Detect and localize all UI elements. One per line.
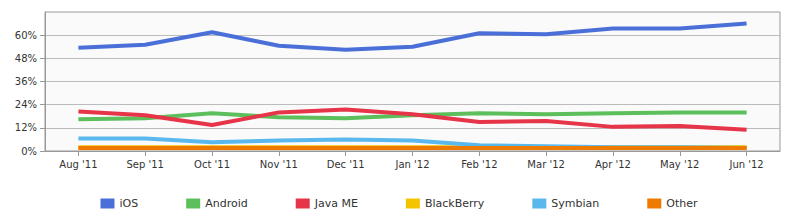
svg-text:0%: 0% [21, 146, 37, 157]
svg-text:Apr '12: Apr '12 [595, 159, 631, 170]
svg-text:24%: 24% [15, 99, 37, 110]
svg-text:iOS: iOS [119, 197, 138, 210]
svg-text:Dec '11: Dec '11 [327, 159, 365, 170]
svg-text:Aug '11: Aug '11 [59, 159, 97, 170]
svg-text:BlackBerry: BlackBerry [425, 197, 485, 210]
svg-text:12%: 12% [15, 122, 37, 133]
svg-text:Jan '12: Jan '12 [394, 159, 429, 170]
svg-text:Mar '12: Mar '12 [527, 159, 565, 170]
svg-text:Nov '11: Nov '11 [260, 159, 298, 170]
svg-text:60%: 60% [15, 30, 37, 41]
svg-text:48%: 48% [15, 53, 37, 64]
svg-text:Other: Other [666, 197, 698, 210]
svg-text:May '12: May '12 [660, 159, 699, 170]
svg-text:36%: 36% [15, 76, 37, 87]
svg-text:Oct '11: Oct '11 [194, 159, 230, 170]
svg-text:Java ME: Java ME [314, 197, 358, 210]
svg-text:Android: Android [205, 197, 248, 210]
svg-text:Jun '12: Jun '12 [728, 159, 763, 170]
svg-text:Feb '12: Feb '12 [461, 159, 497, 170]
svg-text:Sep '11: Sep '11 [126, 159, 164, 170]
svg-text:Symbian: Symbian [551, 197, 599, 210]
